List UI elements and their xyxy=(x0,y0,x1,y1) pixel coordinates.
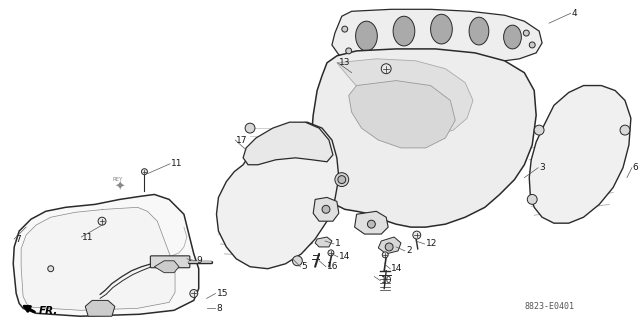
Text: 16: 16 xyxy=(327,262,339,271)
Text: REY: REY xyxy=(113,177,123,182)
Text: 9: 9 xyxy=(196,256,202,265)
Polygon shape xyxy=(313,197,339,221)
Polygon shape xyxy=(337,59,473,135)
Text: 17: 17 xyxy=(236,136,248,145)
Polygon shape xyxy=(216,122,339,269)
Circle shape xyxy=(98,217,106,225)
Circle shape xyxy=(141,169,147,175)
Circle shape xyxy=(342,26,348,32)
Polygon shape xyxy=(243,122,333,165)
Ellipse shape xyxy=(431,14,452,44)
Ellipse shape xyxy=(504,25,522,49)
Ellipse shape xyxy=(356,21,378,51)
Text: 8: 8 xyxy=(216,304,222,313)
Text: 6: 6 xyxy=(633,163,639,172)
Text: 12: 12 xyxy=(426,240,437,249)
Text: 5: 5 xyxy=(301,262,307,271)
Circle shape xyxy=(385,243,393,251)
Circle shape xyxy=(524,30,529,36)
Polygon shape xyxy=(154,261,179,273)
Text: 10: 10 xyxy=(381,276,393,285)
Text: FR.: FR. xyxy=(39,306,58,316)
Ellipse shape xyxy=(393,16,415,46)
Text: 7: 7 xyxy=(15,234,21,243)
Text: 8823-E0401: 8823-E0401 xyxy=(524,302,574,311)
Polygon shape xyxy=(13,195,199,316)
Circle shape xyxy=(245,123,255,133)
Polygon shape xyxy=(21,207,175,310)
Circle shape xyxy=(328,250,334,256)
Polygon shape xyxy=(311,49,536,227)
Text: 2: 2 xyxy=(406,246,412,256)
Circle shape xyxy=(346,48,351,54)
Text: 11: 11 xyxy=(171,159,182,168)
Circle shape xyxy=(190,290,198,297)
Circle shape xyxy=(413,231,420,239)
Circle shape xyxy=(335,173,349,187)
Polygon shape xyxy=(378,237,401,254)
Text: 11: 11 xyxy=(83,233,94,241)
Text: 13: 13 xyxy=(339,58,350,67)
Text: ✦: ✦ xyxy=(115,181,125,194)
Text: 3: 3 xyxy=(539,163,545,172)
Ellipse shape xyxy=(469,17,489,45)
Polygon shape xyxy=(332,9,542,63)
Polygon shape xyxy=(349,81,455,148)
Circle shape xyxy=(48,266,54,272)
FancyBboxPatch shape xyxy=(150,256,190,268)
Text: 1: 1 xyxy=(335,240,340,249)
Text: 14: 14 xyxy=(391,264,403,273)
Circle shape xyxy=(322,205,330,213)
Polygon shape xyxy=(529,85,631,223)
Text: 15: 15 xyxy=(216,289,228,298)
Circle shape xyxy=(527,195,537,204)
Circle shape xyxy=(382,252,388,258)
Circle shape xyxy=(534,125,544,135)
Text: 4: 4 xyxy=(572,9,577,18)
Circle shape xyxy=(381,64,391,74)
Polygon shape xyxy=(85,300,115,316)
Circle shape xyxy=(292,256,302,266)
Circle shape xyxy=(338,176,346,183)
Polygon shape xyxy=(315,237,332,247)
Circle shape xyxy=(367,220,375,228)
Circle shape xyxy=(529,42,535,48)
Polygon shape xyxy=(355,211,388,234)
Circle shape xyxy=(620,125,630,135)
Text: 14: 14 xyxy=(339,252,350,261)
